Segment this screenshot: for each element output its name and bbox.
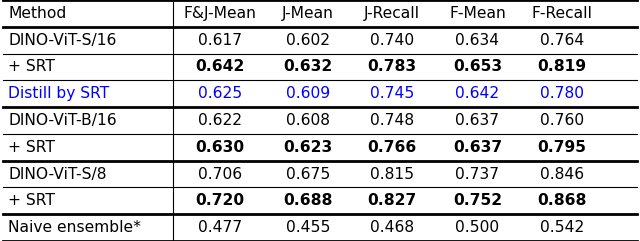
Text: + SRT: + SRT <box>8 140 55 155</box>
Text: 0.827: 0.827 <box>367 193 417 208</box>
Text: 0.455: 0.455 <box>286 220 330 235</box>
Text: 0.608: 0.608 <box>286 113 330 128</box>
Text: + SRT: + SRT <box>8 193 55 208</box>
Text: 0.675: 0.675 <box>286 167 330 181</box>
Text: F-Mean: F-Mean <box>449 6 506 21</box>
Text: Naive ensemble*: Naive ensemble* <box>8 220 141 235</box>
Text: F-Recall: F-Recall <box>532 6 593 21</box>
Text: 0.542: 0.542 <box>540 220 584 235</box>
Text: 0.653: 0.653 <box>453 60 502 74</box>
Text: F&J-Mean: F&J-Mean <box>184 6 257 21</box>
Text: 0.637: 0.637 <box>453 140 502 155</box>
Text: 0.477: 0.477 <box>198 220 243 235</box>
Text: 0.500: 0.500 <box>456 220 499 235</box>
Text: 0.795: 0.795 <box>538 140 587 155</box>
Text: 0.766: 0.766 <box>367 140 417 155</box>
Text: 0.637: 0.637 <box>456 113 499 128</box>
Text: 0.764: 0.764 <box>540 33 584 48</box>
Text: Distill by SRT: Distill by SRT <box>8 86 109 101</box>
Text: 0.737: 0.737 <box>456 167 499 181</box>
Text: 0.868: 0.868 <box>538 193 587 208</box>
Text: 0.632: 0.632 <box>284 60 333 74</box>
Text: 0.780: 0.780 <box>540 86 584 101</box>
Text: 0.752: 0.752 <box>453 193 502 208</box>
Text: 0.630: 0.630 <box>196 140 244 155</box>
Text: 0.706: 0.706 <box>198 167 242 181</box>
Text: 0.846: 0.846 <box>540 167 584 181</box>
Text: 0.688: 0.688 <box>284 193 333 208</box>
Text: 0.602: 0.602 <box>286 33 330 48</box>
Text: Method: Method <box>8 6 67 21</box>
Text: 0.819: 0.819 <box>538 60 587 74</box>
Text: 0.760: 0.760 <box>540 113 584 128</box>
Text: 0.468: 0.468 <box>370 220 414 235</box>
Text: 0.622: 0.622 <box>198 113 242 128</box>
Text: 0.625: 0.625 <box>198 86 243 101</box>
Text: DINO-ViT-B/16: DINO-ViT-B/16 <box>8 113 117 128</box>
Text: DINO-ViT-S/8: DINO-ViT-S/8 <box>8 167 107 181</box>
Text: 0.745: 0.745 <box>370 86 414 101</box>
Text: 0.720: 0.720 <box>196 193 244 208</box>
Text: 0.634: 0.634 <box>456 33 499 48</box>
Text: 0.609: 0.609 <box>286 86 330 101</box>
Text: 0.642: 0.642 <box>456 86 499 101</box>
Text: 0.815: 0.815 <box>370 167 414 181</box>
Text: 0.748: 0.748 <box>370 113 414 128</box>
Text: 0.740: 0.740 <box>370 33 414 48</box>
Text: 0.617: 0.617 <box>198 33 242 48</box>
Text: J-Mean: J-Mean <box>282 6 334 21</box>
Text: 0.783: 0.783 <box>367 60 417 74</box>
Text: DINO-ViT-S/16: DINO-ViT-S/16 <box>8 33 116 48</box>
Text: 0.623: 0.623 <box>284 140 333 155</box>
Text: 0.642: 0.642 <box>195 60 245 74</box>
Text: J-Recall: J-Recall <box>364 6 420 21</box>
Text: + SRT: + SRT <box>8 60 55 74</box>
